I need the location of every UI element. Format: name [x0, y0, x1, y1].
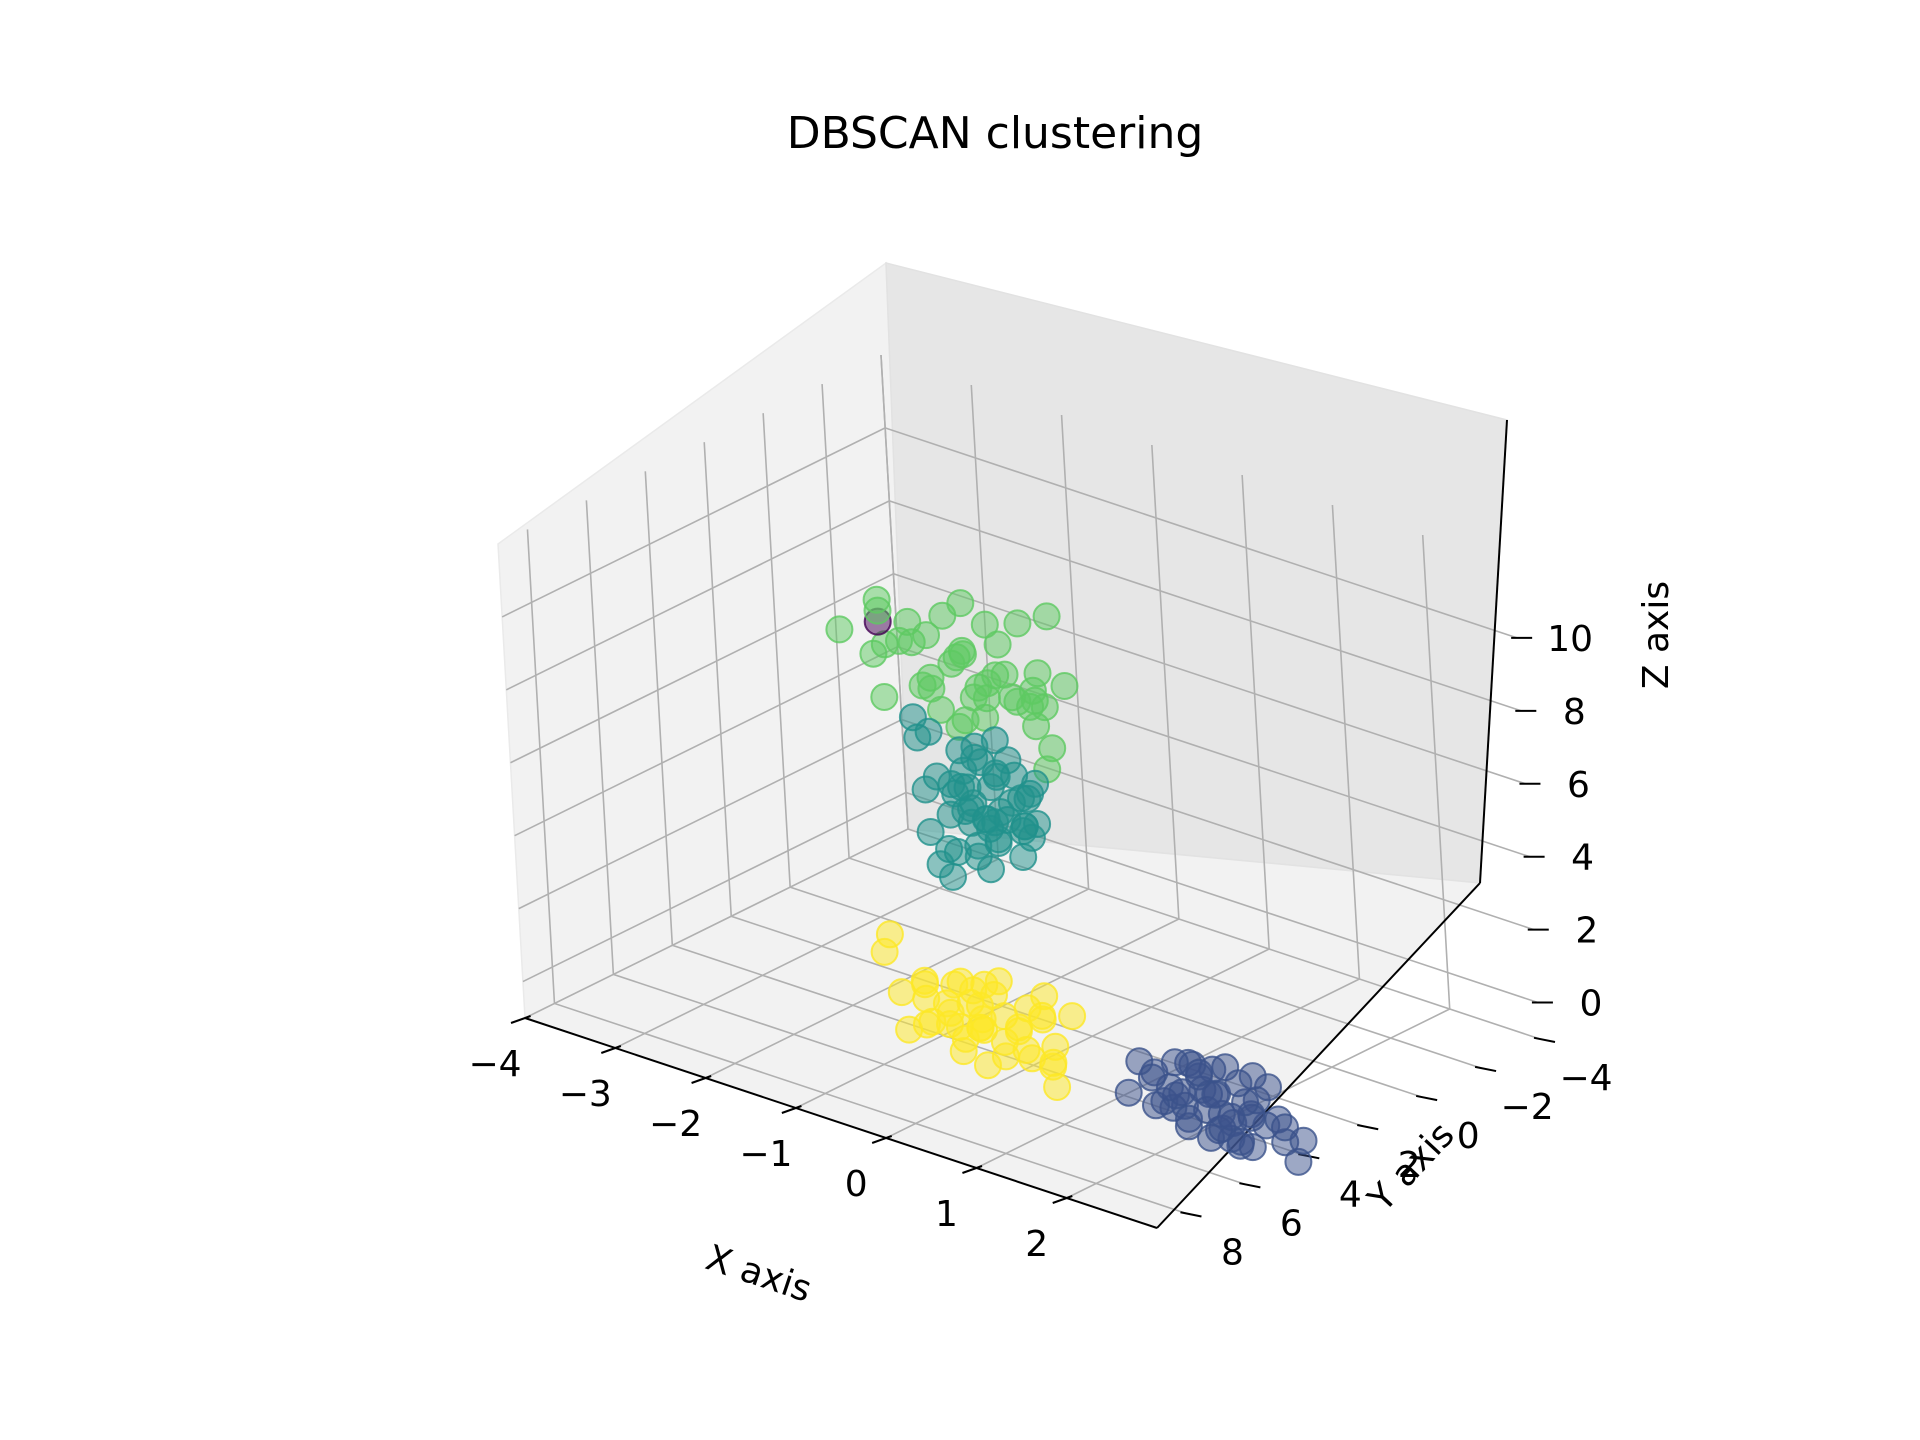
cluster-0-point [1224, 1069, 1253, 1098]
cluster-2-point [897, 628, 926, 657]
y-grid-line [880, 354, 1541, 1040]
y-tick-label: 0 [1457, 1116, 1480, 1157]
cluster-1-point [916, 818, 945, 846]
y-grid-line [526, 529, 1187, 1215]
y-tick-mark [1415, 1094, 1438, 1102]
cluster-2-point [1003, 609, 1032, 638]
cluster-1-point [953, 773, 982, 802]
z-axis-line [1479, 419, 1508, 884]
y-grid-line [585, 500, 1246, 1186]
cluster-3-point [959, 976, 988, 1005]
x-tick-mark [510, 1015, 531, 1024]
cluster-2-point [1032, 602, 1061, 631]
z-tick-label: 6 [1567, 765, 1590, 806]
y-tick-label: −4 [1559, 1058, 1612, 1099]
x-axis-line [524, 1017, 1158, 1229]
cluster-0-point [1227, 1127, 1256, 1156]
cluster-2-point [870, 683, 899, 711]
cluster-2-point [825, 615, 854, 644]
z-grid-line [505, 499, 1522, 712]
cluster-0-point [1289, 1126, 1318, 1155]
y-tick-mark [1474, 1065, 1497, 1073]
cluster-3-point [949, 1037, 978, 1066]
y-grid-line [644, 471, 1305, 1157]
cluster-2-point [946, 589, 975, 618]
y-tick-mark [1180, 1211, 1202, 1218]
x-tick-label: −1 [739, 1134, 792, 1175]
cluster-3-point [912, 1010, 941, 1039]
x-tick-label: 1 [935, 1194, 958, 1235]
cluster-1-point [980, 726, 1009, 755]
z-tick-label: 8 [1563, 692, 1586, 733]
x-tick-label: 2 [1025, 1224, 1048, 1265]
z-tick-label: 2 [1575, 911, 1598, 952]
cluster-0-point [1160, 1048, 1189, 1077]
x-tick-label: 0 [845, 1164, 868, 1205]
y-axis-label: Y axis [1360, 1115, 1463, 1221]
cluster-3-point [912, 984, 941, 1013]
x-tick-mark [691, 1075, 712, 1084]
x-tick-label: −4 [468, 1044, 521, 1085]
cluster-3-point [1012, 1036, 1041, 1064]
cluster-0-point [1201, 1080, 1230, 1109]
cluster-3-point [936, 998, 965, 1027]
y-tick-mark [1533, 1036, 1556, 1043]
cluster-3-point [1013, 994, 1042, 1023]
cluster-2-point [863, 596, 892, 625]
x-tick-label: −3 [559, 1074, 612, 1115]
cluster-0-point [1114, 1078, 1143, 1107]
cluster-2-point [1050, 672, 1079, 700]
y-tick-label: −2 [1501, 1087, 1554, 1128]
y-tick-label: 6 [1280, 1203, 1303, 1244]
y-grid-line [821, 384, 1482, 1069]
cluster-2-point [908, 671, 937, 700]
data-points [825, 585, 1318, 1176]
cluster-1-point [1013, 784, 1042, 813]
x-axis-label: X axis [701, 1237, 817, 1310]
y-tick-mark [1357, 1124, 1379, 1131]
y-grid-line [703, 442, 1364, 1127]
x-tick-label: −2 [649, 1104, 702, 1145]
z-tick-label: 10 [1547, 619, 1593, 660]
y-grid-line [762, 413, 1423, 1098]
y-tick-label: 4 [1339, 1174, 1362, 1215]
cluster-0-point [1217, 1102, 1246, 1131]
cluster-3-point [875, 920, 904, 949]
y-tick-label: 2 [1398, 1145, 1421, 1186]
y-tick-label: 8 [1221, 1232, 1244, 1273]
z-tick-label: 4 [1571, 838, 1594, 879]
cluster-1-point [1009, 817, 1038, 846]
cluster-1-point [903, 723, 932, 752]
x-tick-mark [1052, 1195, 1073, 1204]
cluster-2-point [948, 640, 977, 669]
z-axis-label: Z axis [1636, 581, 1677, 689]
cluster-2-point [983, 630, 1012, 659]
x-tick-mark [871, 1135, 893, 1144]
x-tick-mark [600, 1045, 622, 1054]
cluster-1-point [935, 835, 964, 863]
cluster-2-point [959, 683, 988, 712]
cluster-2-point [970, 610, 999, 639]
x-tick-mark [962, 1165, 983, 1174]
z-tick-label: 0 [1579, 984, 1602, 1025]
y-axis-line [1156, 882, 1481, 1229]
z-grid-line [522, 791, 1539, 1004]
cluster-3-point [990, 1002, 1019, 1031]
chart-title: DBSCAN clustering [787, 108, 1204, 159]
cluster-0-point [1125, 1047, 1154, 1076]
cluster-2-point [1018, 676, 1047, 705]
cluster-3-point [1039, 1048, 1068, 1077]
cluster-2-point [1038, 734, 1067, 763]
cluster-3-point [1058, 1002, 1087, 1031]
z-grid-line [510, 572, 1526, 785]
axis-lines [524, 419, 1508, 1229]
cluster-0-point [1185, 1058, 1214, 1087]
cluster-1-point [982, 762, 1011, 791]
z-grid-line [501, 427, 1518, 639]
cluster-1-point [922, 762, 951, 791]
x-tick-mark [781, 1105, 802, 1114]
y-tick-mark [1239, 1182, 1261, 1189]
